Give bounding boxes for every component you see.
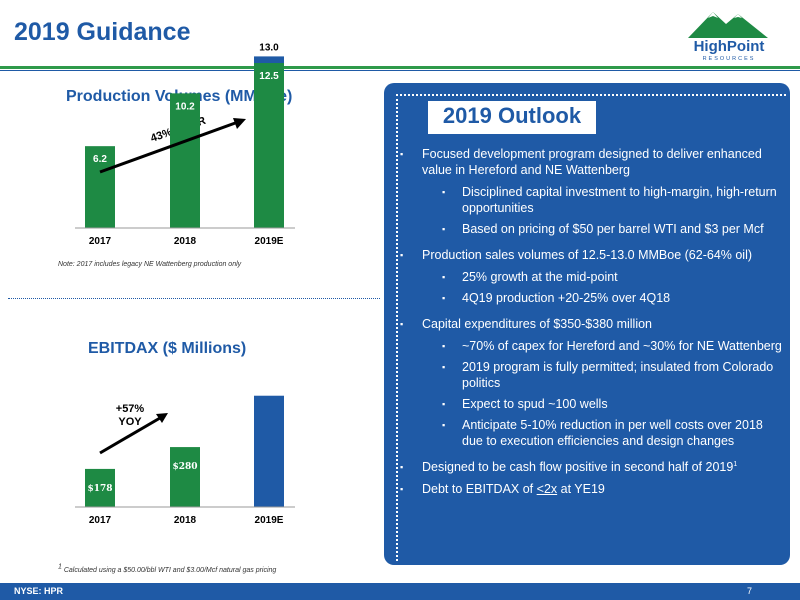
outlook-sub-bullet: 4Q19 production +20-25% over 4Q18 [400,290,782,306]
outlook-panel-border [396,94,786,561]
cagr-arrowhead [233,118,246,129]
outlook-bullets: Focused development program designed to … [400,146,782,503]
yoy-arrowhead [156,413,168,423]
outlook-bullet: Designed to be cash flow positive in sec… [400,459,782,475]
footnote: 1 Calculated using a $50.00/bbl WTI and … [58,563,277,574]
ebitdax-data-label: $178 [87,484,112,494]
outlook-bullet: Capital expenditures of $350-$380 millio… [400,316,782,332]
charts-canvas: 43% CAGR +57% YOY 6.2201710.2201813.012.… [75,42,295,526]
outlook-title: 2019 Outlook [442,103,582,128]
footnote-marker: 1 [58,563,62,571]
production-x-tick: 2018 [174,236,197,247]
ticker-label: NYSE: HPR [14,586,64,596]
ebitdax-bar [170,447,200,507]
yoy-label-line1: +57% [116,403,145,415]
production-note: Note: 2017 includes legacy NE Wattenberg… [58,261,242,268]
title-rule-green [0,66,800,69]
page-title: 2019 Guidance [14,18,191,46]
title-rule-blue [0,70,800,71]
logo-text: HighPoint [693,38,765,55]
outlook-sub-bullet: Anticipate 5-10% reduction in per well c… [400,417,782,449]
production-data-label: 6.2 [93,154,107,165]
section-divider [8,298,380,299]
ebitdax-chart-title: EBITDAX ($ Millions) [88,340,247,357]
yoy-arrow-line [99,416,161,455]
footnote-text: Calculated using a $50.00/bbl WTI and $3… [63,567,277,574]
mountain-icon [688,12,768,38]
outlook-bullet: Focused development program designed to … [400,146,782,178]
ebitdax-x-tick: 2017 [89,515,112,526]
production-bar [85,146,115,228]
company-logo: HighPoint RESOURCES [668,8,790,64]
yoy-label-line2: YOY [118,416,142,428]
outlook-title-box [428,101,596,134]
cagr-arrow-line [99,120,239,174]
ebitdax-x-tick: 2019E [255,515,284,526]
outlook-sub-bullet: Expect to spud ~100 wells [400,396,782,412]
outlook-sub-bullet: Based on pricing of $50 per barrel WTI a… [400,221,782,237]
ebitdax-x-tick: 2018 [174,515,197,526]
debt-text-pre: Debt to EBITDAX of [422,482,537,496]
logo-subtext: RESOURCES [702,56,756,62]
ebitdax-bar [85,468,115,507]
outlook-sub-bullet: 25% growth at the mid-point [400,269,782,285]
production-range-label: 13.0 [259,42,279,53]
ebitdax-data-label: $280 [172,462,197,472]
page-number: 7 [746,586,752,596]
footer-bar: NYSE: HPR 7 [0,583,800,600]
footnote-ref: 1 [733,460,738,468]
debt-text-post: at YE19 [557,482,605,496]
production-bar [170,93,200,228]
production-range-bar [254,56,284,63]
production-bar [254,63,284,228]
outlook-sub-bullet: Disciplined capital investment to high-m… [400,184,782,216]
outlook-bullet-text: Designed to be cash flow positive in sec… [422,460,734,474]
outlook-sub-bullet: 2019 program is fully permitted; insulat… [400,359,782,391]
production-x-tick: 2019E [255,236,284,247]
debt-text-value: <2x [536,482,558,496]
outlook-bullet: Debt to EBITDAX of <2x at YE19 [400,481,782,497]
production-x-tick: 2017 [89,236,112,247]
outlook-bullet: Production sales volumes of 12.5-13.0 MM… [400,247,782,263]
production-data-label: 10.2 [175,101,195,112]
outlook-sub-bullet: ~70% of capex for Hereford and ~30% for … [400,338,782,354]
production-data-label: 12.5 [259,71,279,82]
ebitdax-bar [254,395,284,507]
